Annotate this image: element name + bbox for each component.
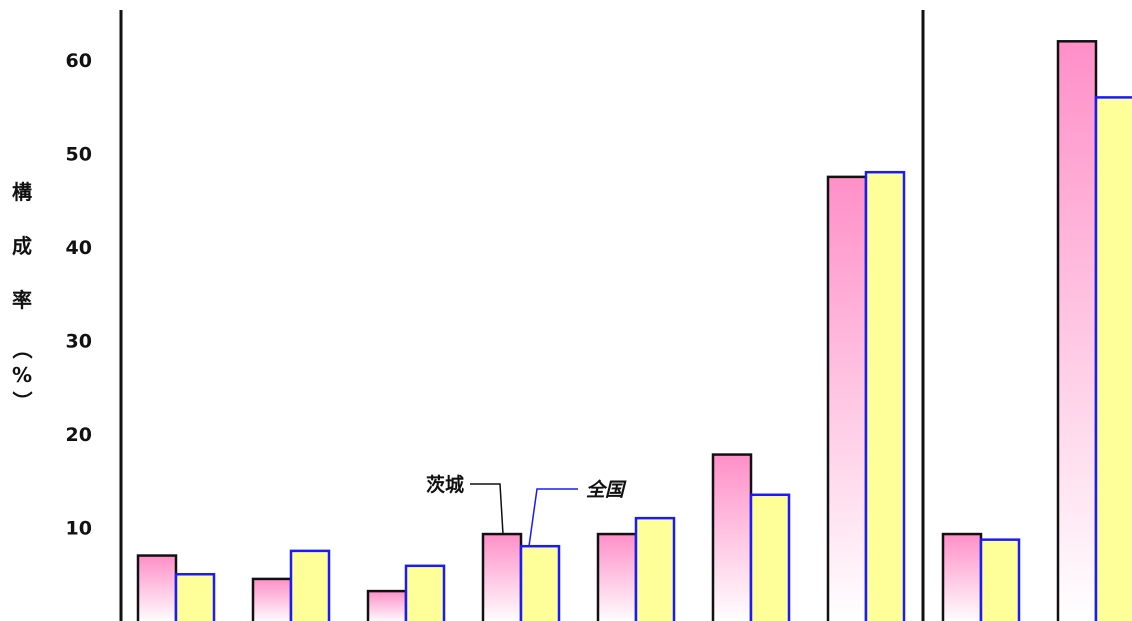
bar-national xyxy=(864,170,906,621)
bar-ibaraki xyxy=(136,554,178,621)
bar-ibaraki xyxy=(366,589,408,621)
bar-national xyxy=(289,549,331,621)
bar-national xyxy=(749,493,791,621)
bar-national xyxy=(519,544,561,621)
bar-national xyxy=(1094,96,1132,621)
annotation-label-national: 全国 xyxy=(586,479,627,501)
bar-national xyxy=(634,516,676,621)
y-tick-labels: 10 20 30 40 50 60 xyxy=(66,50,92,540)
bar-national xyxy=(404,564,446,621)
bar-national xyxy=(174,573,216,621)
y-tick-label: 60 xyxy=(66,50,92,72)
bar-ibaraki xyxy=(251,577,293,621)
bar-ibaraki xyxy=(711,453,753,621)
y-tick-label: 40 xyxy=(66,237,92,259)
bar-ibaraki xyxy=(941,532,983,621)
y-tick-label: 10 xyxy=(66,518,92,540)
annotations: 茨城 全国 xyxy=(426,473,627,547)
bar-ibaraki xyxy=(481,532,523,621)
annotation-label-ibaraki: 茨城 xyxy=(426,473,464,496)
bar-ibaraki xyxy=(826,175,868,621)
y-tick-label: 20 xyxy=(66,424,92,446)
annotation-leader-ibaraki xyxy=(470,483,504,535)
annotation-leader-national xyxy=(528,488,578,547)
y-tick-label: 30 xyxy=(66,331,92,353)
y-tick-label: 50 xyxy=(66,144,92,166)
bar-ibaraki xyxy=(1056,40,1098,621)
axes xyxy=(119,10,925,621)
bar-ibaraki xyxy=(596,532,638,621)
bar-national xyxy=(979,538,1021,621)
bars xyxy=(136,40,1132,621)
